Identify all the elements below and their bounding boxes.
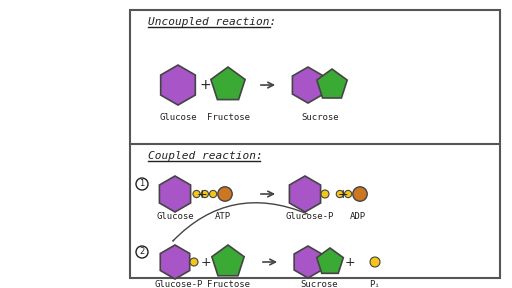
Text: Uncoupled reaction:: Uncoupled reaction: — [148, 17, 276, 27]
Circle shape — [136, 246, 148, 258]
Text: Glucose-P: Glucose-P — [286, 212, 334, 221]
Text: ATP: ATP — [215, 212, 231, 221]
Circle shape — [336, 190, 344, 198]
Circle shape — [201, 190, 208, 198]
Text: Glucose-P: Glucose-P — [155, 280, 203, 288]
Text: +: + — [201, 255, 211, 268]
Polygon shape — [317, 69, 347, 98]
Polygon shape — [289, 176, 321, 212]
Circle shape — [370, 257, 380, 267]
Text: 2: 2 — [139, 247, 144, 257]
Polygon shape — [159, 176, 190, 212]
FancyBboxPatch shape — [130, 10, 500, 278]
Text: Fructose: Fructose — [206, 113, 249, 122]
Circle shape — [193, 190, 200, 198]
Circle shape — [218, 187, 232, 201]
Circle shape — [136, 178, 148, 190]
Circle shape — [345, 190, 352, 198]
Text: ADP: ADP — [350, 212, 366, 221]
Text: Glucose: Glucose — [159, 113, 197, 122]
Text: 1: 1 — [139, 179, 144, 189]
Polygon shape — [211, 67, 245, 100]
Polygon shape — [212, 245, 244, 276]
FancyArrowPatch shape — [173, 203, 307, 241]
Circle shape — [321, 190, 329, 198]
Polygon shape — [160, 245, 190, 279]
Polygon shape — [292, 67, 324, 103]
Circle shape — [353, 187, 367, 201]
Polygon shape — [317, 248, 344, 273]
Text: +: + — [197, 187, 207, 200]
Text: Coupled reaction:: Coupled reaction: — [148, 151, 263, 161]
Circle shape — [209, 190, 217, 198]
Text: Glucose: Glucose — [156, 212, 194, 221]
Circle shape — [190, 258, 198, 266]
Text: Pᵢ: Pᵢ — [370, 280, 380, 288]
Text: Sucrose: Sucrose — [300, 280, 338, 288]
Polygon shape — [294, 246, 322, 278]
Text: Fructose: Fructose — [206, 280, 249, 288]
Text: +: + — [199, 78, 211, 92]
Text: +: + — [338, 187, 348, 200]
Text: +: + — [345, 255, 355, 268]
Polygon shape — [161, 65, 195, 105]
Text: Sucrose: Sucrose — [301, 113, 339, 122]
